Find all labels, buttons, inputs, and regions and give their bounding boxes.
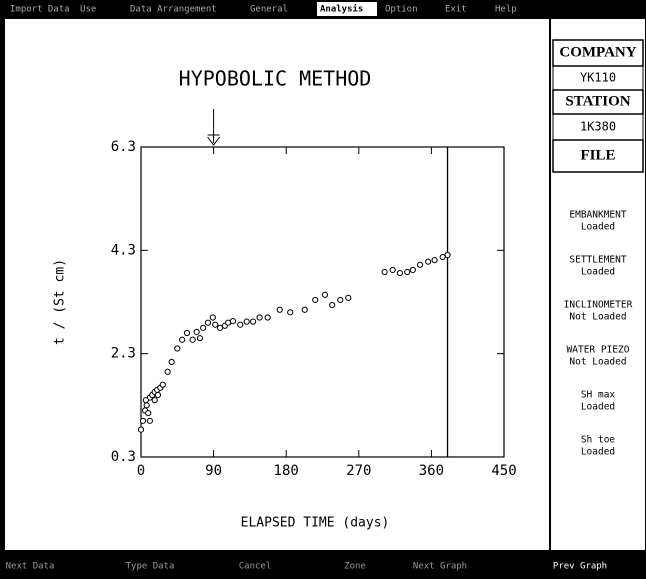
data-point xyxy=(250,318,257,325)
data-point xyxy=(137,426,145,433)
data-point xyxy=(243,318,250,325)
y-axis-label: t / (St cm) xyxy=(53,259,68,345)
y-tick-label: 2.3 xyxy=(111,346,136,362)
data-point xyxy=(229,318,237,325)
data-point xyxy=(168,358,175,366)
x-tick-label: 90 xyxy=(205,463,222,479)
footer-item[interactable]: Prev Graph xyxy=(553,562,607,572)
file-status: Not Loaded xyxy=(569,357,626,368)
file-name: SH max xyxy=(581,390,616,401)
footer-item[interactable]: Next Data xyxy=(6,562,55,572)
data-point xyxy=(329,302,336,309)
data-point xyxy=(417,261,424,268)
data-point xyxy=(151,397,158,404)
data-point xyxy=(389,266,396,274)
data-point xyxy=(287,309,294,316)
data-point xyxy=(189,336,196,343)
data-point xyxy=(200,324,207,331)
menu-item[interactable]: Analysis xyxy=(320,4,363,15)
plot-frame xyxy=(140,146,505,458)
data-point xyxy=(409,266,416,274)
chart-title: HYPOBOLIC METHOD xyxy=(179,67,372,91)
data-point xyxy=(174,345,181,352)
menu-highlight xyxy=(317,2,377,16)
menu-item[interactable]: Data Arrangement xyxy=(130,5,217,15)
menu-item[interactable]: Option xyxy=(385,5,418,15)
info-panel xyxy=(551,19,645,550)
panel-text: YK110 xyxy=(580,71,616,85)
x-tick-label: 450 xyxy=(491,463,516,479)
data-point xyxy=(179,336,186,343)
data-point xyxy=(264,314,271,321)
footer-item[interactable]: Cancel xyxy=(239,562,272,572)
x-axis-label: ELAPSED TIME (days) xyxy=(241,516,390,531)
data-point xyxy=(212,321,219,328)
data-point xyxy=(159,381,166,388)
data-point xyxy=(404,268,411,276)
panel-cell xyxy=(552,139,644,173)
menu-item[interactable]: Help xyxy=(495,5,517,15)
menu-item[interactable]: Import Data xyxy=(10,5,70,15)
file-status: Loaded xyxy=(581,402,615,413)
data-point xyxy=(139,417,147,424)
footer-item[interactable]: Zone xyxy=(344,562,366,572)
footer-item[interactable]: Type Data xyxy=(126,562,175,572)
data-point xyxy=(145,409,152,417)
file-status: Loaded xyxy=(581,267,615,278)
file-name: Sh toe xyxy=(581,435,616,446)
panel-text: STATION xyxy=(565,93,630,109)
data-point xyxy=(431,257,438,264)
y-tick-label: 0.3 xyxy=(111,449,136,465)
data-point xyxy=(381,268,388,276)
data-point xyxy=(146,417,153,424)
x-tick-label: 360 xyxy=(419,463,444,479)
data-point xyxy=(209,314,216,321)
arrow-marker xyxy=(207,109,220,146)
file-name: INCLINOMETER xyxy=(564,300,633,311)
data-point xyxy=(142,397,149,404)
data-point xyxy=(237,321,244,328)
data-point xyxy=(444,251,451,259)
data-point xyxy=(143,402,150,409)
data-point xyxy=(345,294,352,301)
data-point xyxy=(337,296,344,304)
y-tick-label: 4.3 xyxy=(111,242,136,258)
data-point xyxy=(196,335,203,342)
footer-item[interactable]: Next Graph xyxy=(413,562,467,572)
panel-text: COMPANY xyxy=(559,44,636,60)
menu-item[interactable]: Use xyxy=(80,5,96,15)
data-point xyxy=(193,328,200,336)
panel-text: FILE xyxy=(580,147,615,163)
data-point xyxy=(276,306,283,313)
data-point xyxy=(164,368,171,375)
data-point xyxy=(301,306,308,313)
file-name: EMBANKMENT xyxy=(569,210,626,221)
panel-text: 1K380 xyxy=(580,120,616,134)
data-point xyxy=(321,291,329,298)
x-tick-label: 180 xyxy=(274,463,299,479)
file-name: WATER PIEZO xyxy=(567,345,630,356)
x-tick-label: 0 xyxy=(137,463,145,479)
data-point xyxy=(312,296,319,304)
data-point xyxy=(256,314,263,321)
data-point xyxy=(154,391,162,399)
data-point xyxy=(425,258,432,265)
file-status: Loaded xyxy=(581,222,615,233)
data-point xyxy=(396,269,404,277)
x-tick-label: 270 xyxy=(346,463,371,479)
y-tick-label: 6.3 xyxy=(111,139,136,155)
data-point xyxy=(183,329,191,337)
menu-item[interactable]: General xyxy=(250,5,288,15)
file-status: Not Loaded xyxy=(569,312,626,323)
file-status: Loaded xyxy=(581,447,615,458)
data-point xyxy=(204,319,212,326)
file-name: SETTLEMENT xyxy=(569,255,626,266)
menu-item[interactable]: Exit xyxy=(445,5,467,15)
plot-window xyxy=(5,19,549,550)
